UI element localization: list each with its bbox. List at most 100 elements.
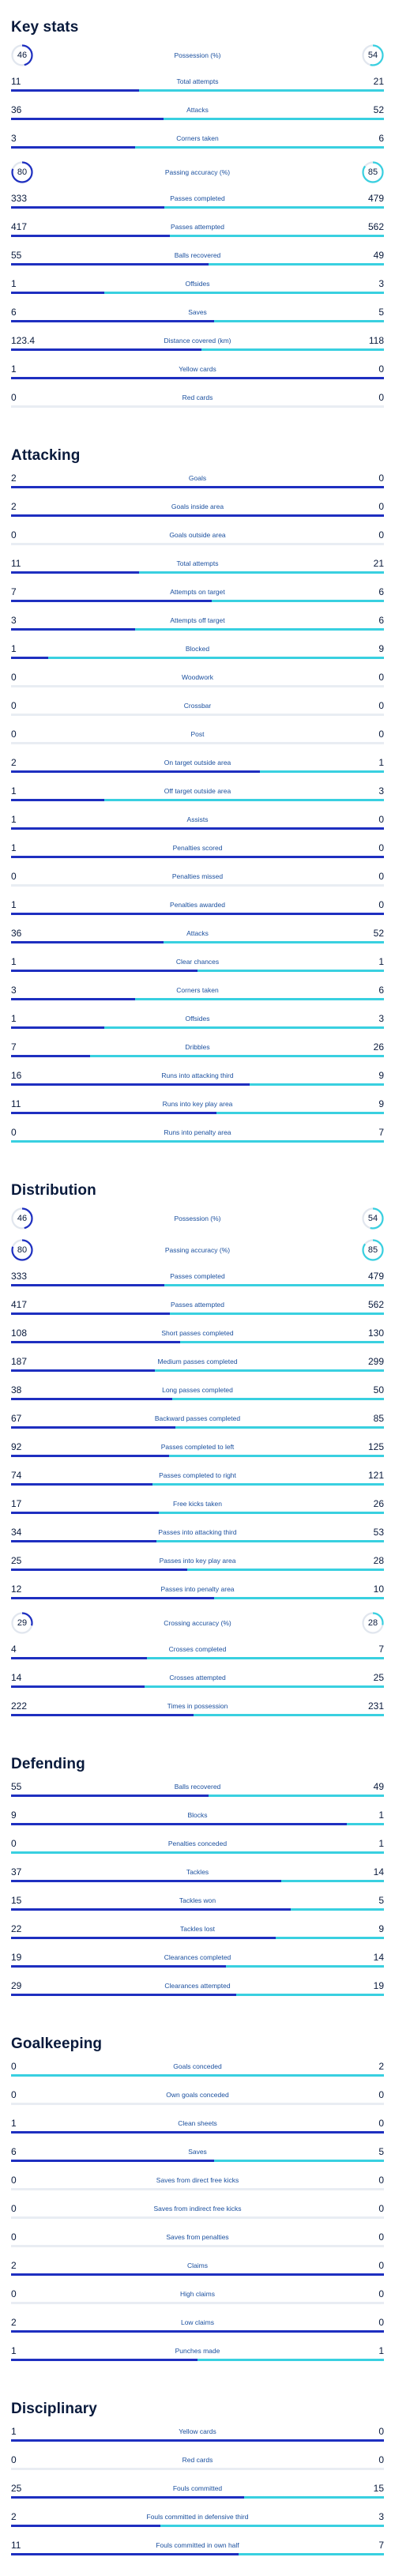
stat-label: Fouls committed [172,2484,223,2492]
stat-label: Runs into penalty area [164,1128,231,1136]
stat-row: 46 Possession (%) 54 [11,1207,384,1230]
stat-row: 0 Woodwork 0 [11,672,384,687]
away-value: 1 [378,1810,384,1821]
away-value: 21 [373,558,384,569]
stat-row: 333 Passes completed 479 [11,193,384,209]
home-bar [11,2359,198,2361]
away-percent-ring: 28 [362,1612,384,1634]
stat-label: Passes completed [170,1272,225,1280]
stat-label: Post [190,730,205,738]
home-value: 1 [11,643,17,654]
stat-row: 11 Total attempts 21 [11,558,384,574]
bar-track [11,742,384,744]
stat-row: 46 Possession (%) 54 [11,44,384,66]
away-value: 130 [367,1328,384,1339]
stat-row: 55 Balls recovered 49 [11,1781,384,1797]
stat-label: Saves [188,2148,207,2156]
stats-section-distribution: Distribution 46 Possession (%) 54 80 Passing … [11,1163,384,1737]
stat-label: Crossbar [183,702,212,710]
stat-label: Tackles won [179,1896,216,1904]
away-value: 0 [378,871,384,882]
comparison-bar [11,320,384,322]
comparison-bar [11,1657,384,1659]
stat-label: Passes into penalty area [160,1585,235,1593]
home-bar [11,320,215,322]
comparison-bar [11,1341,384,1343]
away-bar [171,1398,384,1400]
stat-label: Runs into attacking third [161,1071,234,1079]
home-value: 3 [11,615,17,626]
stat-row: 2 Low claims 0 [11,2317,384,2333]
bar-track [11,685,384,687]
comparison-bar [11,1284,384,1286]
away-bar [158,1512,384,1514]
home-bar [11,486,384,488]
comparison-bar [11,1112,384,1114]
comparison-bar [11,2103,384,2105]
away-bar [275,1937,384,1939]
stat-row: 74 Passes completed to right 121 [11,1470,384,1486]
away-bar [214,320,384,322]
away-bar [11,1140,384,1143]
home-bar [11,1908,291,1911]
section-title: Attacking [11,447,81,464]
comparison-bar [11,1540,384,1542]
stat-row: 12 Passes into penalty area 10 [11,1584,384,1599]
comparison-bar [11,657,384,659]
comparison-bar [11,2216,384,2219]
stat-label: Goals outside area [169,531,226,539]
bar-track [11,714,384,716]
stat-row: 417 Passes attempted 562 [11,221,384,237]
ring-value: 85 [367,1245,378,1255]
stat-label: Blocked [185,645,210,653]
home-bar [11,2131,384,2133]
home-bar [11,1312,171,1315]
away-value: 6 [378,586,384,597]
away-value: 6 [378,615,384,626]
stat-label: Own goals conceded [166,2091,229,2099]
ring-fill [11,1612,33,1634]
ring-value: 29 [17,1618,28,1628]
comparison-bar [11,514,384,517]
away-value: 7 [378,2540,384,2551]
home-value: 0 [11,2203,17,2214]
stat-row: 80 Passing accuracy (%) 85 [11,161,384,183]
comparison-bar [11,2188,384,2190]
away-value: 3 [378,278,384,289]
stat-row: 187 Medium passes completed 299 [11,1356,384,1372]
section-title: Goalkeeping [11,2036,103,2052]
comparison-bar [11,348,384,351]
home-bar [11,2273,384,2276]
home-bar [11,1083,250,1086]
stat-row: 11 Total attempts 21 [11,76,384,92]
stats-section-defending: Defending 55 Balls recovered 49 9 Blocks 1 0 Pen… [11,1737,384,2017]
away-bar [104,799,384,801]
away-value: 52 [373,104,384,115]
ring-fill [362,44,384,66]
stat-label: Assists [186,815,209,823]
away-bar [139,89,384,92]
away-value: 0 [378,363,384,375]
stat-label: Clean sheets [178,2119,217,2127]
stat-label: Backward passes completed [154,1414,241,1422]
ring-value: 54 [367,51,378,60]
stat-label: Saves from direct free kicks [156,2176,239,2184]
home-bar [11,1369,155,1372]
away-bar [208,263,384,266]
home-bar [11,1284,164,1286]
home-value: 333 [11,1271,28,1282]
comparison-bar [11,118,384,120]
away-value: 85 [373,1413,384,1424]
ring-fill [362,1207,384,1230]
away-bar [154,1369,384,1372]
stat-row: 2 On target outside area 1 [11,757,384,773]
away-value: 0 [378,2288,384,2299]
stat-row: 11 Fouls committed in own half 7 [11,2540,384,2555]
home-bar [11,1483,153,1486]
away-value: 5 [378,2146,384,2157]
comparison-bar [11,377,384,379]
home-bar [11,2439,384,2442]
home-value: 1 [11,363,17,375]
stat-label: Total attempts [176,559,219,567]
away-value: 26 [373,1041,384,1053]
